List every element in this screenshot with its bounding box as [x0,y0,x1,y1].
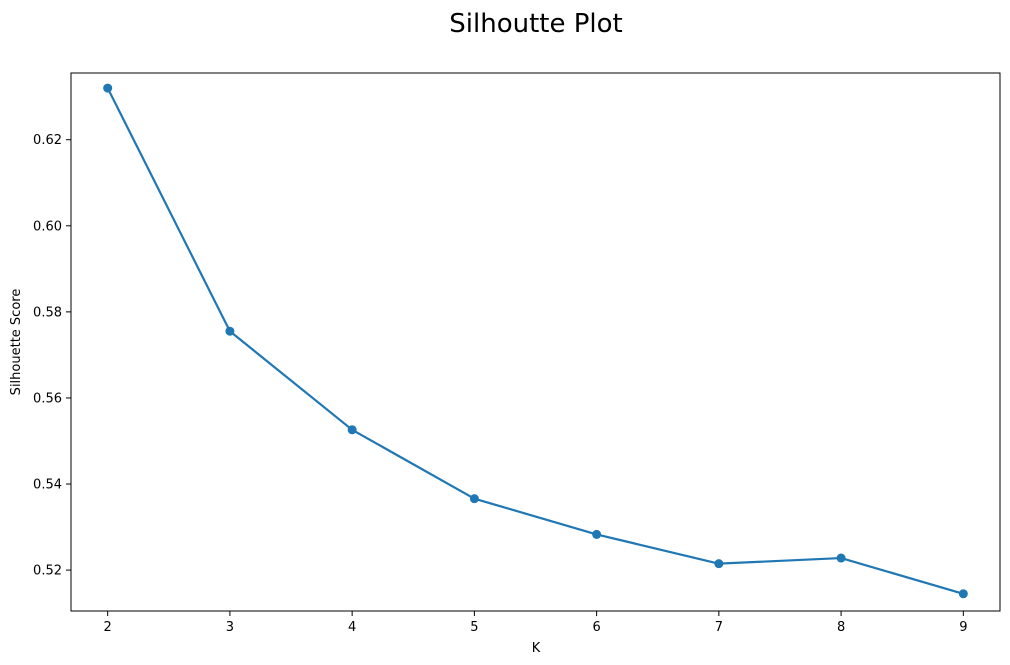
data-point [225,326,235,336]
chart-title: Silhoutte Plot [449,9,622,39]
y-axis-label: Silhouette Score [9,289,24,396]
data-point [469,494,479,504]
x-tick-label: 3 [226,620,234,635]
x-tick-label: 9 [959,620,967,635]
x-axis-label: K [532,641,541,656]
y-axis: 0.52 0.54 0.56 0.58 0.60 0.62 [33,133,71,579]
y-tick-label: 0.62 [33,133,62,148]
data-point [592,529,602,539]
data-point [347,425,357,435]
x-tick-label: 6 [592,620,600,635]
data-point [103,83,113,93]
series-layer [103,83,968,599]
x-tick-label: 5 [470,620,478,635]
y-tick-label: 0.54 [33,478,62,493]
x-tick-label: 2 [104,620,112,635]
x-tick-label: 7 [715,620,723,635]
x-tick-label: 4 [348,620,356,635]
y-tick-label: 0.52 [33,564,62,579]
data-point [714,559,724,569]
data-point [958,589,968,599]
x-axis: 2 3 4 5 6 7 8 9 [104,611,967,635]
x-tick-label: 8 [837,620,845,635]
y-tick-label: 0.56 [33,391,62,406]
series-line [106,86,965,595]
y-tick-label: 0.60 [33,219,62,234]
y-tick-label: 0.58 [33,305,62,320]
data-point [836,553,846,563]
plot-area-frame [70,72,1001,612]
